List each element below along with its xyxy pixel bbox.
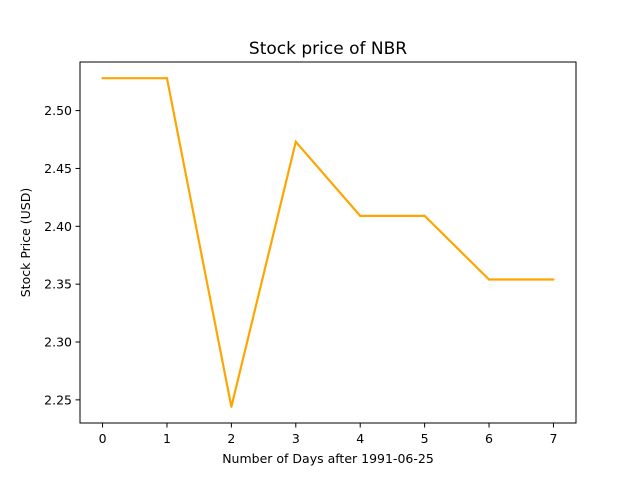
y-tick-label: 2.30 (44, 335, 72, 350)
y-tick-label: 2.35 (44, 277, 72, 292)
y-tick-label: 2.25 (44, 392, 72, 407)
data-point (359, 214, 362, 217)
data-point (101, 77, 104, 80)
data-point (230, 405, 233, 408)
y-tick-label: 2.40 (44, 219, 72, 234)
x-tick-label: 1 (163, 431, 171, 446)
x-tick-label: 2 (227, 431, 235, 446)
data-point (165, 77, 169, 80)
x-tick-label: 6 (485, 431, 493, 446)
plot-area-frame (79, 61, 577, 424)
x-tick-label: 5 (421, 431, 429, 446)
series-line (102, 77, 554, 408)
x-axis: 0 1 2 3 4 5 6 7 (99, 423, 557, 446)
x-axis-label: Number of Days after 1991-06-25 (222, 451, 434, 466)
series-layer (101, 77, 555, 408)
y-tick-label: 2.45 (44, 161, 72, 176)
y-axis: 2.25 2.30 2.35 2.40 2.45 2.50 (44, 103, 80, 407)
data-point (487, 278, 491, 281)
data-point (552, 278, 555, 281)
x-tick-label: 3 (292, 431, 300, 446)
x-tick-label: 7 (549, 431, 557, 446)
data-point (294, 140, 297, 143)
y-tick-label: 2.50 (44, 103, 72, 118)
y-axis-label: Stock Price (USD) (18, 188, 33, 298)
x-tick-label: 4 (356, 431, 364, 446)
chart-title: Stock price of NBR (249, 39, 407, 59)
data-point (423, 214, 426, 217)
x-tick-label: 0 (99, 431, 107, 446)
